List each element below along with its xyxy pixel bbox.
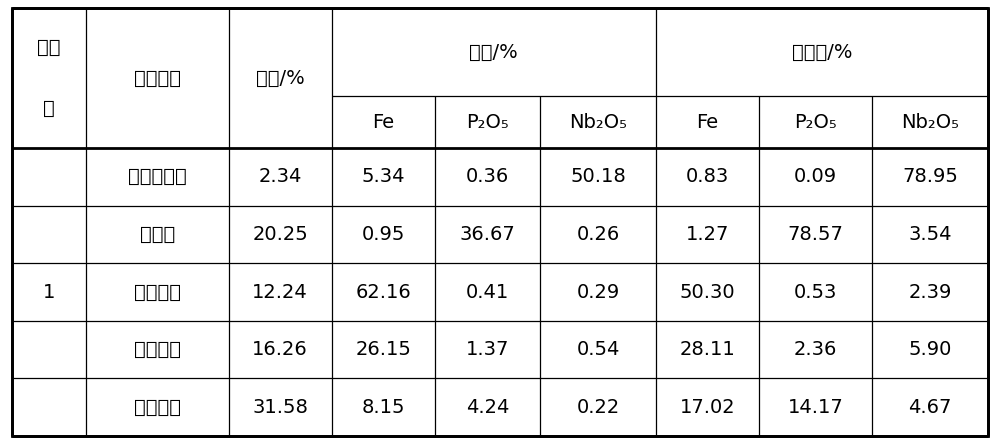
Text: 5.34: 5.34	[362, 167, 405, 186]
Text: 8.15: 8.15	[362, 398, 405, 417]
Text: 4.24: 4.24	[466, 398, 509, 417]
Text: 50.30: 50.30	[680, 282, 735, 301]
Text: 例: 例	[43, 99, 55, 118]
Text: 0.09: 0.09	[794, 167, 837, 186]
Text: 14.17: 14.17	[788, 398, 844, 417]
Text: 产品名称: 产品名称	[134, 68, 181, 87]
Text: 5.90: 5.90	[909, 340, 952, 359]
Text: 20.25: 20.25	[252, 225, 308, 244]
Text: 16.26: 16.26	[252, 340, 308, 359]
Text: 0.95: 0.95	[362, 225, 405, 244]
Text: Nb₂O₅: Nb₂O₅	[569, 112, 627, 131]
Text: 螺旋尾矿: 螺旋尾矿	[134, 398, 181, 417]
Text: 0.41: 0.41	[466, 282, 509, 301]
Text: 0.83: 0.83	[686, 167, 729, 186]
Text: P₂O₅: P₂O₅	[466, 112, 509, 131]
Text: 0.53: 0.53	[794, 282, 837, 301]
Text: 烧绿石精矿: 烧绿石精矿	[128, 167, 187, 186]
Text: 78.57: 78.57	[788, 225, 844, 244]
Text: 12.24: 12.24	[252, 282, 308, 301]
Text: 78.95: 78.95	[902, 167, 958, 186]
Text: P₂O₅: P₂O₅	[794, 112, 837, 131]
Text: 产率/%: 产率/%	[256, 68, 305, 87]
Text: 品位/%: 品位/%	[469, 43, 518, 62]
Text: 1: 1	[43, 282, 55, 301]
Text: 1.27: 1.27	[686, 225, 729, 244]
Text: Nb₂O₅: Nb₂O₅	[901, 112, 959, 131]
Text: 26.15: 26.15	[355, 340, 411, 359]
Text: 36.67: 36.67	[460, 225, 515, 244]
Text: 31.58: 31.58	[252, 398, 308, 417]
Text: 28.11: 28.11	[679, 340, 735, 359]
Text: Fe: Fe	[696, 112, 718, 131]
Text: 1.37: 1.37	[466, 340, 509, 359]
Text: 0.22: 0.22	[576, 398, 620, 417]
Text: 3.54: 3.54	[908, 225, 952, 244]
Text: 50.18: 50.18	[570, 167, 626, 186]
Text: 实施: 实施	[37, 38, 61, 57]
Text: 磷精矿: 磷精矿	[140, 225, 175, 244]
Text: 4.67: 4.67	[909, 398, 952, 417]
Text: 2.36: 2.36	[794, 340, 837, 359]
Text: 0.29: 0.29	[576, 282, 620, 301]
Text: 回收率/%: 回收率/%	[792, 43, 852, 62]
Text: 0.26: 0.26	[576, 225, 620, 244]
Text: 磁铁精矿: 磁铁精矿	[134, 282, 181, 301]
Text: 0.54: 0.54	[576, 340, 620, 359]
Text: 0.36: 0.36	[466, 167, 509, 186]
Text: 62.16: 62.16	[356, 282, 411, 301]
Text: Fe: Fe	[372, 112, 394, 131]
Text: 17.02: 17.02	[680, 398, 735, 417]
Text: 2.39: 2.39	[909, 282, 952, 301]
Text: 2.34: 2.34	[259, 167, 302, 186]
Text: 强磁产品: 强磁产品	[134, 340, 181, 359]
